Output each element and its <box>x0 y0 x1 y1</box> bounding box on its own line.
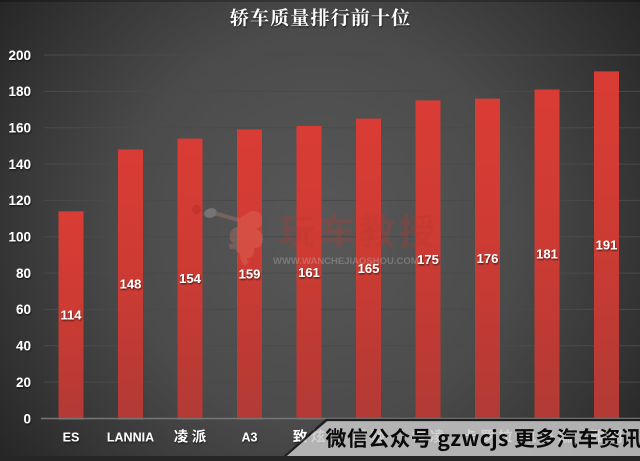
svg-text:200: 200 <box>8 48 31 63</box>
svg-text:161: 161 <box>298 265 320 280</box>
svg-text:114: 114 <box>61 308 83 323</box>
svg-text:120: 120 <box>8 193 31 208</box>
svg-text:20: 20 <box>16 375 31 390</box>
svg-text:160: 160 <box>8 121 31 136</box>
svg-text:165: 165 <box>358 261 380 276</box>
svg-text:WWW.WANCHEJIAOSHOU.COM: WWW.WANCHEJIAOSHOU.COM <box>273 256 419 267</box>
svg-text:175: 175 <box>417 252 439 267</box>
svg-text:159: 159 <box>239 267 261 282</box>
svg-text:181: 181 <box>536 247 558 262</box>
svg-text:ES: ES <box>63 431 80 445</box>
svg-text:140: 140 <box>8 157 31 172</box>
svg-text:154: 154 <box>179 271 201 286</box>
svg-text:0: 0 <box>23 411 31 426</box>
svg-text:60: 60 <box>16 302 31 317</box>
svg-text:40: 40 <box>16 339 31 354</box>
svg-text:148: 148 <box>120 277 142 292</box>
svg-text:180: 180 <box>8 84 31 99</box>
svg-text:191: 191 <box>596 238 618 253</box>
svg-text:LANNIA: LANNIA <box>107 431 154 445</box>
svg-text:100: 100 <box>8 230 31 245</box>
svg-text:A3: A3 <box>242 431 258 445</box>
svg-text:80: 80 <box>16 266 31 281</box>
svg-text:176: 176 <box>477 251 499 266</box>
